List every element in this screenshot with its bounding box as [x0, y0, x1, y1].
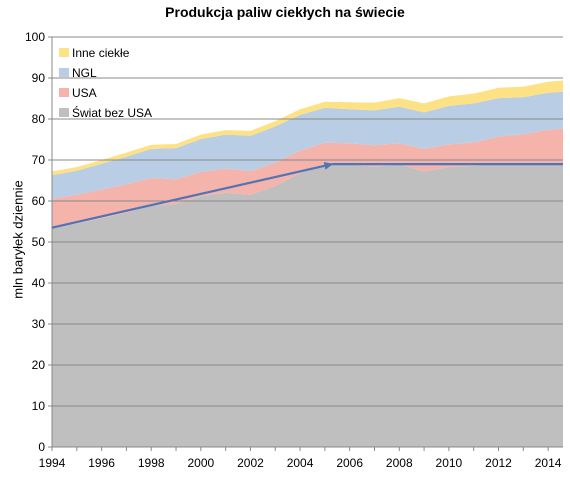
y-tick-label-100: 100	[25, 30, 45, 44]
x-tick-label-2008: 2008	[386, 456, 413, 470]
y-tick-label-20: 20	[32, 358, 46, 372]
trend-arrow	[51, 161, 334, 229]
area-świat-bez-usa	[52, 163, 563, 448]
legend-label-świat-bez-usa: Świat bez USA	[72, 105, 152, 120]
area-inne-ciekłe	[52, 80, 563, 176]
x-tick-label-2006: 2006	[336, 456, 363, 470]
area-usa	[52, 128, 563, 228]
legend-swatch-świat-bez-usa	[59, 108, 69, 117]
y-tick-label-30: 30	[32, 317, 46, 331]
legend-label-usa: USA	[72, 86, 97, 100]
y-tick-label-40: 40	[32, 276, 46, 290]
x-tick-label-2004: 2004	[287, 456, 314, 470]
x-tick-label-2000: 2000	[187, 456, 214, 470]
legend-swatch-usa	[59, 88, 69, 97]
x-tick-label-2010: 2010	[436, 456, 463, 470]
legend-label-inne-ciekłe: Inne ciekłe	[72, 46, 130, 60]
chart-title: Produkcja paliw ciekłych na świecie	[165, 4, 405, 20]
x-tick-label-2002: 2002	[237, 456, 264, 470]
y-tick-label-70: 70	[32, 153, 46, 167]
legend-swatch-inne-ciekłe	[59, 48, 69, 57]
x-tick-label-2012: 2012	[485, 456, 512, 470]
y-tick-label-60: 60	[32, 194, 46, 208]
y-tick-label-10: 10	[32, 399, 46, 413]
x-tick-label-1996: 1996	[88, 456, 115, 470]
x-tick-label-1994: 1994	[39, 456, 66, 470]
y-tick-label-90: 90	[32, 71, 46, 85]
x-tick-label-1998: 1998	[138, 456, 165, 470]
x-tick-label-2014: 2014	[535, 456, 562, 470]
y-tick-label-0: 0	[38, 440, 45, 454]
y-tick-label-80: 80	[32, 112, 46, 126]
y-tick-label-50: 50	[32, 235, 46, 249]
legend-label-ngl: NGL	[72, 66, 97, 80]
legend-swatch-ngl	[59, 68, 69, 77]
